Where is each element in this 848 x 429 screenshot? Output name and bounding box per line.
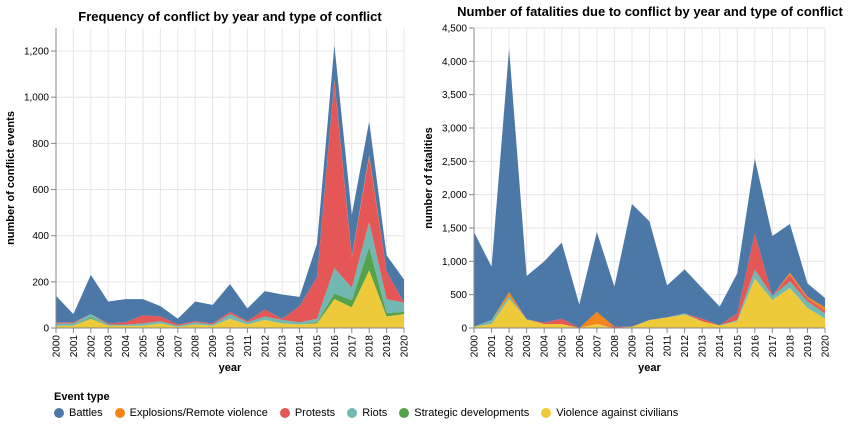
x-tick-label: 2020: [400, 335, 411, 358]
legend-swatch-violence: [541, 408, 552, 418]
chart-title: Number of fatalities due to conflict by …: [457, 4, 843, 19]
legend-label-riots: Riots: [362, 407, 388, 419]
area-riots: [56, 221, 404, 327]
x-tick-label: 2007: [173, 335, 184, 358]
x-tick-label: 2005: [557, 335, 568, 358]
x-tick-label: 2010: [645, 335, 656, 358]
legend-swatch-riots: [347, 408, 358, 418]
legend-swatch-protests: [279, 408, 290, 418]
legend: Event type Battles Explosions/Remote vio…: [54, 391, 678, 419]
chart-title: Frequency of conflict by year and type o…: [78, 9, 382, 24]
y-tick-label: 200: [32, 277, 49, 288]
x-tick-label: 2006: [156, 335, 167, 358]
y-tick-label: 2,000: [442, 190, 467, 201]
legend-label-protests: Protests: [294, 407, 336, 419]
area-battles: [474, 48, 825, 329]
x-tick-label: 2009: [627, 335, 638, 358]
x-tick-label: 2000: [470, 335, 481, 358]
legend-item-riots: Riots: [347, 407, 387, 419]
x-tick-label: 2019: [803, 335, 814, 358]
x-tick-label: 2012: [680, 335, 691, 358]
x-tick-label: 2018: [365, 335, 376, 358]
y-axis-title: number of conflict events: [5, 111, 17, 245]
legend-item-violence: Violence against civilians: [541, 407, 678, 419]
y-tick-label: 1,200: [24, 47, 49, 58]
x-tick-label: 2017: [768, 335, 779, 358]
x-tick-label: 2007: [592, 335, 603, 358]
legend-swatch-explosions: [114, 408, 125, 418]
x-tick-label: 2020: [821, 335, 832, 358]
x-tick-label: 2011: [663, 335, 674, 357]
x-tick-label: 2013: [278, 335, 289, 358]
x-tick-label: 2008: [191, 335, 202, 358]
x-tick-label: 2015: [733, 335, 744, 358]
x-tick-label: 2011: [243, 335, 254, 357]
legend-label-battles: Battles: [69, 407, 103, 419]
x-tick-label: 2013: [698, 335, 709, 358]
x-tick-label: 2017: [347, 335, 358, 358]
x-tick-label: 2006: [575, 335, 586, 358]
x-axis-title: year: [638, 362, 661, 374]
x-tick-label: 2018: [785, 335, 796, 358]
area-violence-against-civilians: [474, 278, 825, 328]
y-tick-label: 500: [450, 290, 467, 301]
x-axis-title: year: [219, 362, 242, 374]
legend-item-explosions: Explosions/Remote violence: [114, 407, 268, 419]
legend-label-explosions: Explosions/Remote violence: [129, 407, 268, 419]
legend-swatch-battles: [54, 408, 64, 418]
x-tick-label: 2004: [121, 335, 132, 358]
y-tick-label: 600: [32, 185, 49, 196]
x-tick-label: 2014: [715, 335, 726, 358]
x-tick-label: 2019: [382, 335, 393, 358]
x-tick-label: 2005: [139, 335, 150, 358]
x-tick-label: 2003: [104, 335, 115, 358]
x-tick-label: 2016: [330, 335, 341, 358]
legend-label-violence: Violence against civilians: [556, 407, 679, 419]
y-tick-label: 4,500: [442, 24, 467, 35]
legend-item-protests: Protests: [279, 407, 336, 419]
area-violence-against-civilians: [56, 270, 404, 328]
legend-items: Battles Explosions/Remote violence Prote…: [54, 407, 678, 419]
x-tick-label: 2002: [86, 335, 97, 358]
legend-item-strategic: Strategic developments: [399, 407, 529, 419]
x-tick-label: 2015: [313, 335, 324, 358]
chart-2: 0 500 1,000 1,500 2,000 2,500 3,000 3,500 4,000 4…: [423, 4, 844, 374]
x-tick-label: 2014: [295, 335, 306, 358]
y-tick-label: 4,000: [442, 57, 467, 68]
x-tick-label: 2000: [52, 335, 63, 358]
y-tick-label: 0: [461, 324, 467, 335]
x-tick-label: 2001: [69, 335, 80, 358]
x-tick-label: 2004: [540, 335, 551, 358]
y-tick-label: 1,000: [442, 257, 467, 268]
y-tick-label: 0: [43, 324, 49, 335]
y-tick-label: 1,500: [442, 224, 467, 235]
area-battles: [56, 45, 404, 325]
x-tick-label: 2003: [522, 335, 533, 358]
x-tick-label: 2010: [226, 335, 237, 358]
y-axis-title: number of fatalities: [423, 127, 435, 228]
y-tick-label: 800: [32, 139, 49, 150]
x-tick-label: 2008: [610, 335, 621, 358]
y-tick-label: 3,000: [442, 124, 467, 135]
y-tick-label: 1,000: [24, 93, 49, 104]
x-tick-label: 2002: [505, 335, 516, 358]
y-tick-label: 400: [32, 231, 49, 242]
area-strategic-developments: [56, 247, 404, 327]
x-tick-label: 2012: [260, 335, 271, 358]
legend-title: Event type: [54, 391, 110, 403]
legend-item-battles: Battles: [54, 407, 103, 419]
legend-swatch-strategic: [399, 408, 410, 418]
x-tick-label: 2009: [208, 335, 219, 358]
x-tick-label: 2016: [750, 335, 761, 358]
y-tick-label: 2,500: [442, 157, 467, 168]
legend-label-strategic: Strategic developments: [414, 407, 530, 419]
chart-1: 0 200 400 600 800 1,000 1,200 2000 2001 2002 2003 2…: [5, 9, 411, 374]
area-protests: [56, 81, 404, 326]
y-tick-label: 3,500: [442, 90, 467, 101]
x-tick-label: 2001: [487, 335, 498, 358]
